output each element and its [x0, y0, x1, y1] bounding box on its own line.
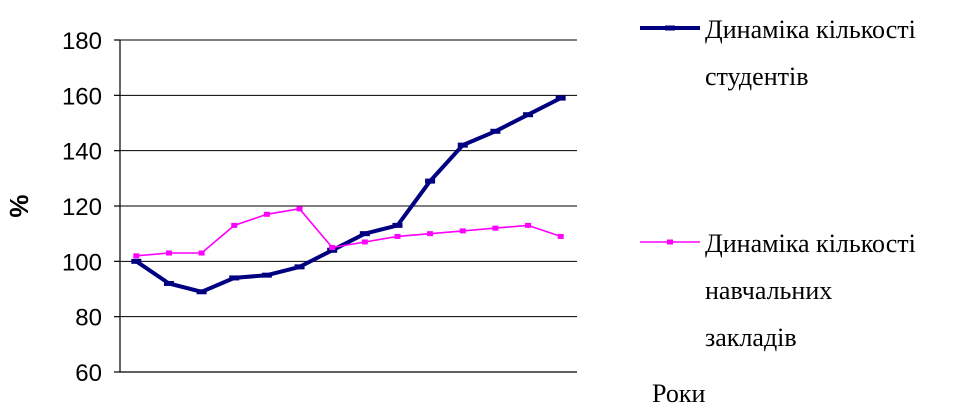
series-1-point-12: [490, 128, 501, 134]
y-tick-label-160: 160: [62, 83, 102, 110]
series-2-point-11: [459, 228, 466, 234]
series-group: [131, 95, 566, 295]
legend: Динаміка кількості студентів Динаміка кіль…: [640, 15, 916, 352]
series-1-point-2: [163, 280, 174, 286]
legend-label-2-line-3: закладів: [705, 323, 797, 352]
series-2-point-2: [165, 250, 172, 256]
series-2-point-13: [525, 222, 532, 228]
series-2-point-10: [427, 231, 434, 237]
legend-swatch-marker-1: [665, 25, 675, 31]
series-1-point-7: [327, 247, 338, 253]
series-1-point-8: [359, 231, 370, 237]
y-axis-label: %: [4, 194, 34, 217]
series-2-point-1: [133, 253, 140, 259]
series-1-point-3: [196, 289, 207, 295]
series-1-point-9: [392, 222, 403, 228]
series-2-point-8: [361, 239, 368, 245]
series-1-point-5: [261, 272, 272, 278]
x-axis-label: Роки: [652, 379, 705, 407]
series-2-point-4: [231, 222, 238, 228]
series-1-point-14: [555, 95, 566, 101]
y-tick-labels: 60 80 100 120 140 160 180: [62, 28, 120, 387]
legend-label-2-line-1: Динаміка кількості: [705, 229, 916, 258]
legend-label-1-line-2: студентів: [705, 62, 808, 91]
series-2-point-7: [329, 245, 336, 250]
y-tick-label-120: 120: [62, 194, 102, 221]
legend-swatch-marker-2: [667, 239, 673, 245]
series-2-point-6: [296, 206, 303, 212]
grid: [120, 39, 577, 318]
series-1-point-1: [131, 258, 142, 264]
y-tick-label-60: 60: [75, 360, 102, 387]
series-2-point-5: [263, 211, 270, 217]
series-2-point-3: [198, 250, 205, 256]
y-tick-label-80: 80: [75, 305, 102, 332]
series-1-point-13: [523, 112, 534, 118]
y-tick-label-180: 180: [62, 28, 102, 55]
y-tick-label-140: 140: [62, 139, 102, 166]
series-1-line: [135, 96, 562, 294]
series-2-line: [136, 208, 561, 257]
series-1-point-11: [457, 142, 468, 148]
legend-label-2-line-2: навчальних: [705, 276, 832, 305]
series-1-point-4: [229, 275, 240, 281]
series-2-point-12: [492, 225, 499, 231]
series-2-point-9: [394, 233, 401, 239]
legend-label-1-line-1: Динаміка кількості: [705, 15, 916, 44]
series-1-point-6: [294, 264, 305, 270]
series-2-point-14: [557, 233, 564, 239]
series-1-point-10: [425, 178, 436, 184]
y-tick-label-100: 100: [62, 249, 102, 276]
